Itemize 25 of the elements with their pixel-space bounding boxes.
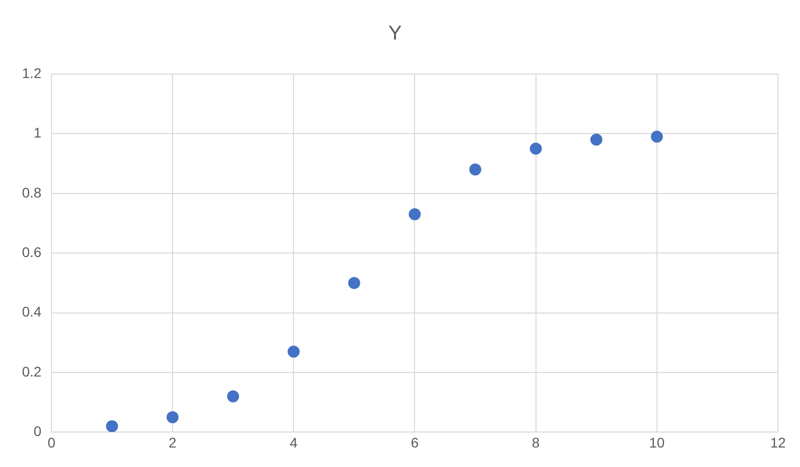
- y-tick-label: 1.2: [22, 64, 42, 81]
- y-tick-label: 0: [34, 423, 42, 440]
- x-tick-label: 10: [649, 434, 665, 450]
- y-tick-label: 1: [34, 124, 42, 141]
- point: [530, 142, 542, 155]
- point: [348, 276, 360, 289]
- x-tick-label: 4: [290, 434, 298, 450]
- y-tick-label: 0.8: [22, 184, 42, 200]
- point: [227, 390, 240, 402]
- y-tick-label: 0.6: [22, 244, 42, 260]
- point: [590, 134, 602, 146]
- point: [650, 130, 663, 143]
- x-tick-label: 12: [770, 434, 786, 450]
- x-tick-label: 6: [410, 434, 419, 450]
- point: [408, 208, 421, 220]
- point: [106, 420, 118, 432]
- x-tick-label: 0: [48, 434, 56, 450]
- point: [288, 346, 300, 358]
- x-tick-label: 8: [532, 434, 540, 450]
- point: [166, 411, 179, 424]
- x-tick-label: 2: [168, 434, 177, 450]
- chart-title: Y: [388, 22, 402, 45]
- y-tick-label: 0.2: [22, 363, 42, 380]
- y-tick-label: 0.4: [22, 304, 42, 320]
- point: [469, 164, 482, 176]
